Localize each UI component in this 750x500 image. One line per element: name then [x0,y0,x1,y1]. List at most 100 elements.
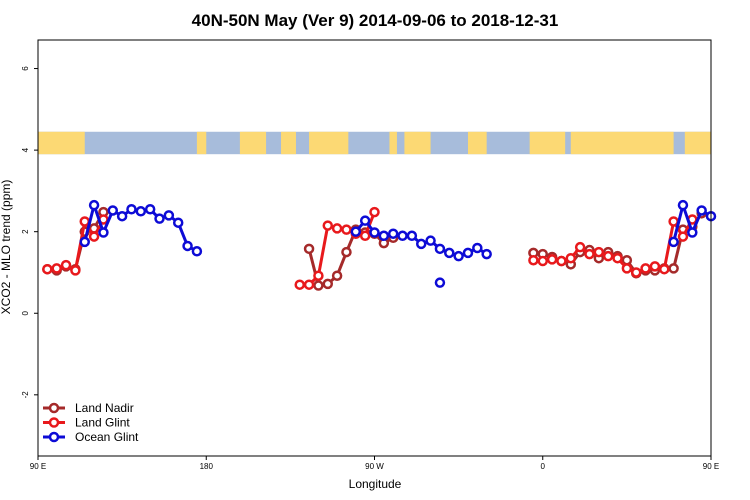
data-point [659,263,670,275]
data-point [677,199,689,211]
series-land-nadir [42,206,707,291]
y-tick-label: 2 [21,229,30,234]
data-point [444,247,455,259]
data-point [107,205,119,216]
y-tick-label: -2 [21,391,30,399]
data-point [612,252,623,264]
data-point [350,226,362,237]
data-point [453,250,464,262]
y-tick-label: 6 [21,66,30,71]
data-point [687,227,698,238]
data-point [537,255,548,267]
data-point [322,220,334,231]
series-ocean-glint [79,199,717,288]
map-land [239,131,267,155]
data-point [668,216,679,227]
y-axis-label: XCO2 - MLO trend (ppm) [0,180,13,315]
data-point [341,224,352,235]
data-point [144,204,156,215]
y-axis: -2 0 2 4 6 [21,66,38,399]
legend-marker [48,417,60,428]
data-point [397,230,408,242]
data-point [621,263,633,274]
data-point [369,227,380,238]
x-axis: 90 E 180 90 W 0 90 E [30,456,719,471]
map-land [529,131,566,155]
data-point [415,238,427,250]
x-tick-label: 90 W [365,462,384,471]
x-axis-label: Longitude [349,477,402,491]
data-point [668,236,679,248]
chart-title: 40N-50N May (Ver 9) 2014-09-06 to 2018-1… [192,11,559,30]
data-point [70,265,81,276]
data-point [163,210,175,221]
data-point [79,216,90,227]
data-point [677,231,689,242]
map-land [467,131,487,155]
x-tick-label: 0 [541,462,546,471]
data-point [116,210,128,222]
data-point [303,243,315,255]
data-point [341,246,352,258]
data-point [406,230,418,242]
data-point [481,248,492,260]
data-point [303,279,315,290]
data-point [434,277,446,288]
x-tick-label: 180 [200,462,214,471]
data-point [126,204,137,215]
data-point [696,205,707,216]
series-layer [42,199,717,291]
data-point [584,248,595,260]
data-point [640,263,651,274]
map-land [404,131,431,155]
data-point [556,255,567,267]
map-land [38,131,85,155]
data-point [60,259,72,271]
data-point [313,280,324,291]
data-point [462,247,474,259]
data-point [88,231,100,242]
legend-label: Land Glint [75,416,130,430]
data-point [191,246,203,257]
map-land [684,131,711,155]
data-point [668,263,679,274]
map-land [281,131,296,155]
data-point [294,279,305,290]
data-point [434,243,446,255]
legend-marker [48,431,60,443]
data-point [425,235,436,246]
data-point [51,263,62,274]
y-tick-label: 4 [21,147,30,152]
map-land [196,131,207,155]
data-point [528,254,539,266]
data-point [359,230,371,242]
data-point [621,254,633,266]
data-point [630,267,642,278]
data-point [79,236,90,248]
map-land [389,131,397,155]
data-point [378,230,390,242]
data-point [602,250,614,262]
data-point [593,246,605,258]
data-point [369,206,380,218]
x-tick-label: 90 E [30,462,46,471]
x-tick-label: 90 E [703,462,719,471]
data-point [546,254,558,265]
data-point [359,215,371,226]
y-tick-label: 0 [21,310,30,315]
data-point [331,223,343,234]
data-point [98,227,109,238]
data-point [42,263,53,275]
data-point [322,278,334,290]
data-point [472,242,483,254]
data-point [154,213,165,224]
data-point [331,270,343,281]
legend-marker [48,402,60,414]
data-point [649,261,661,272]
series-land-glint [42,206,698,290]
legend-label: Land Nadir [75,401,134,415]
data-point [172,217,184,228]
data-point [182,240,193,252]
